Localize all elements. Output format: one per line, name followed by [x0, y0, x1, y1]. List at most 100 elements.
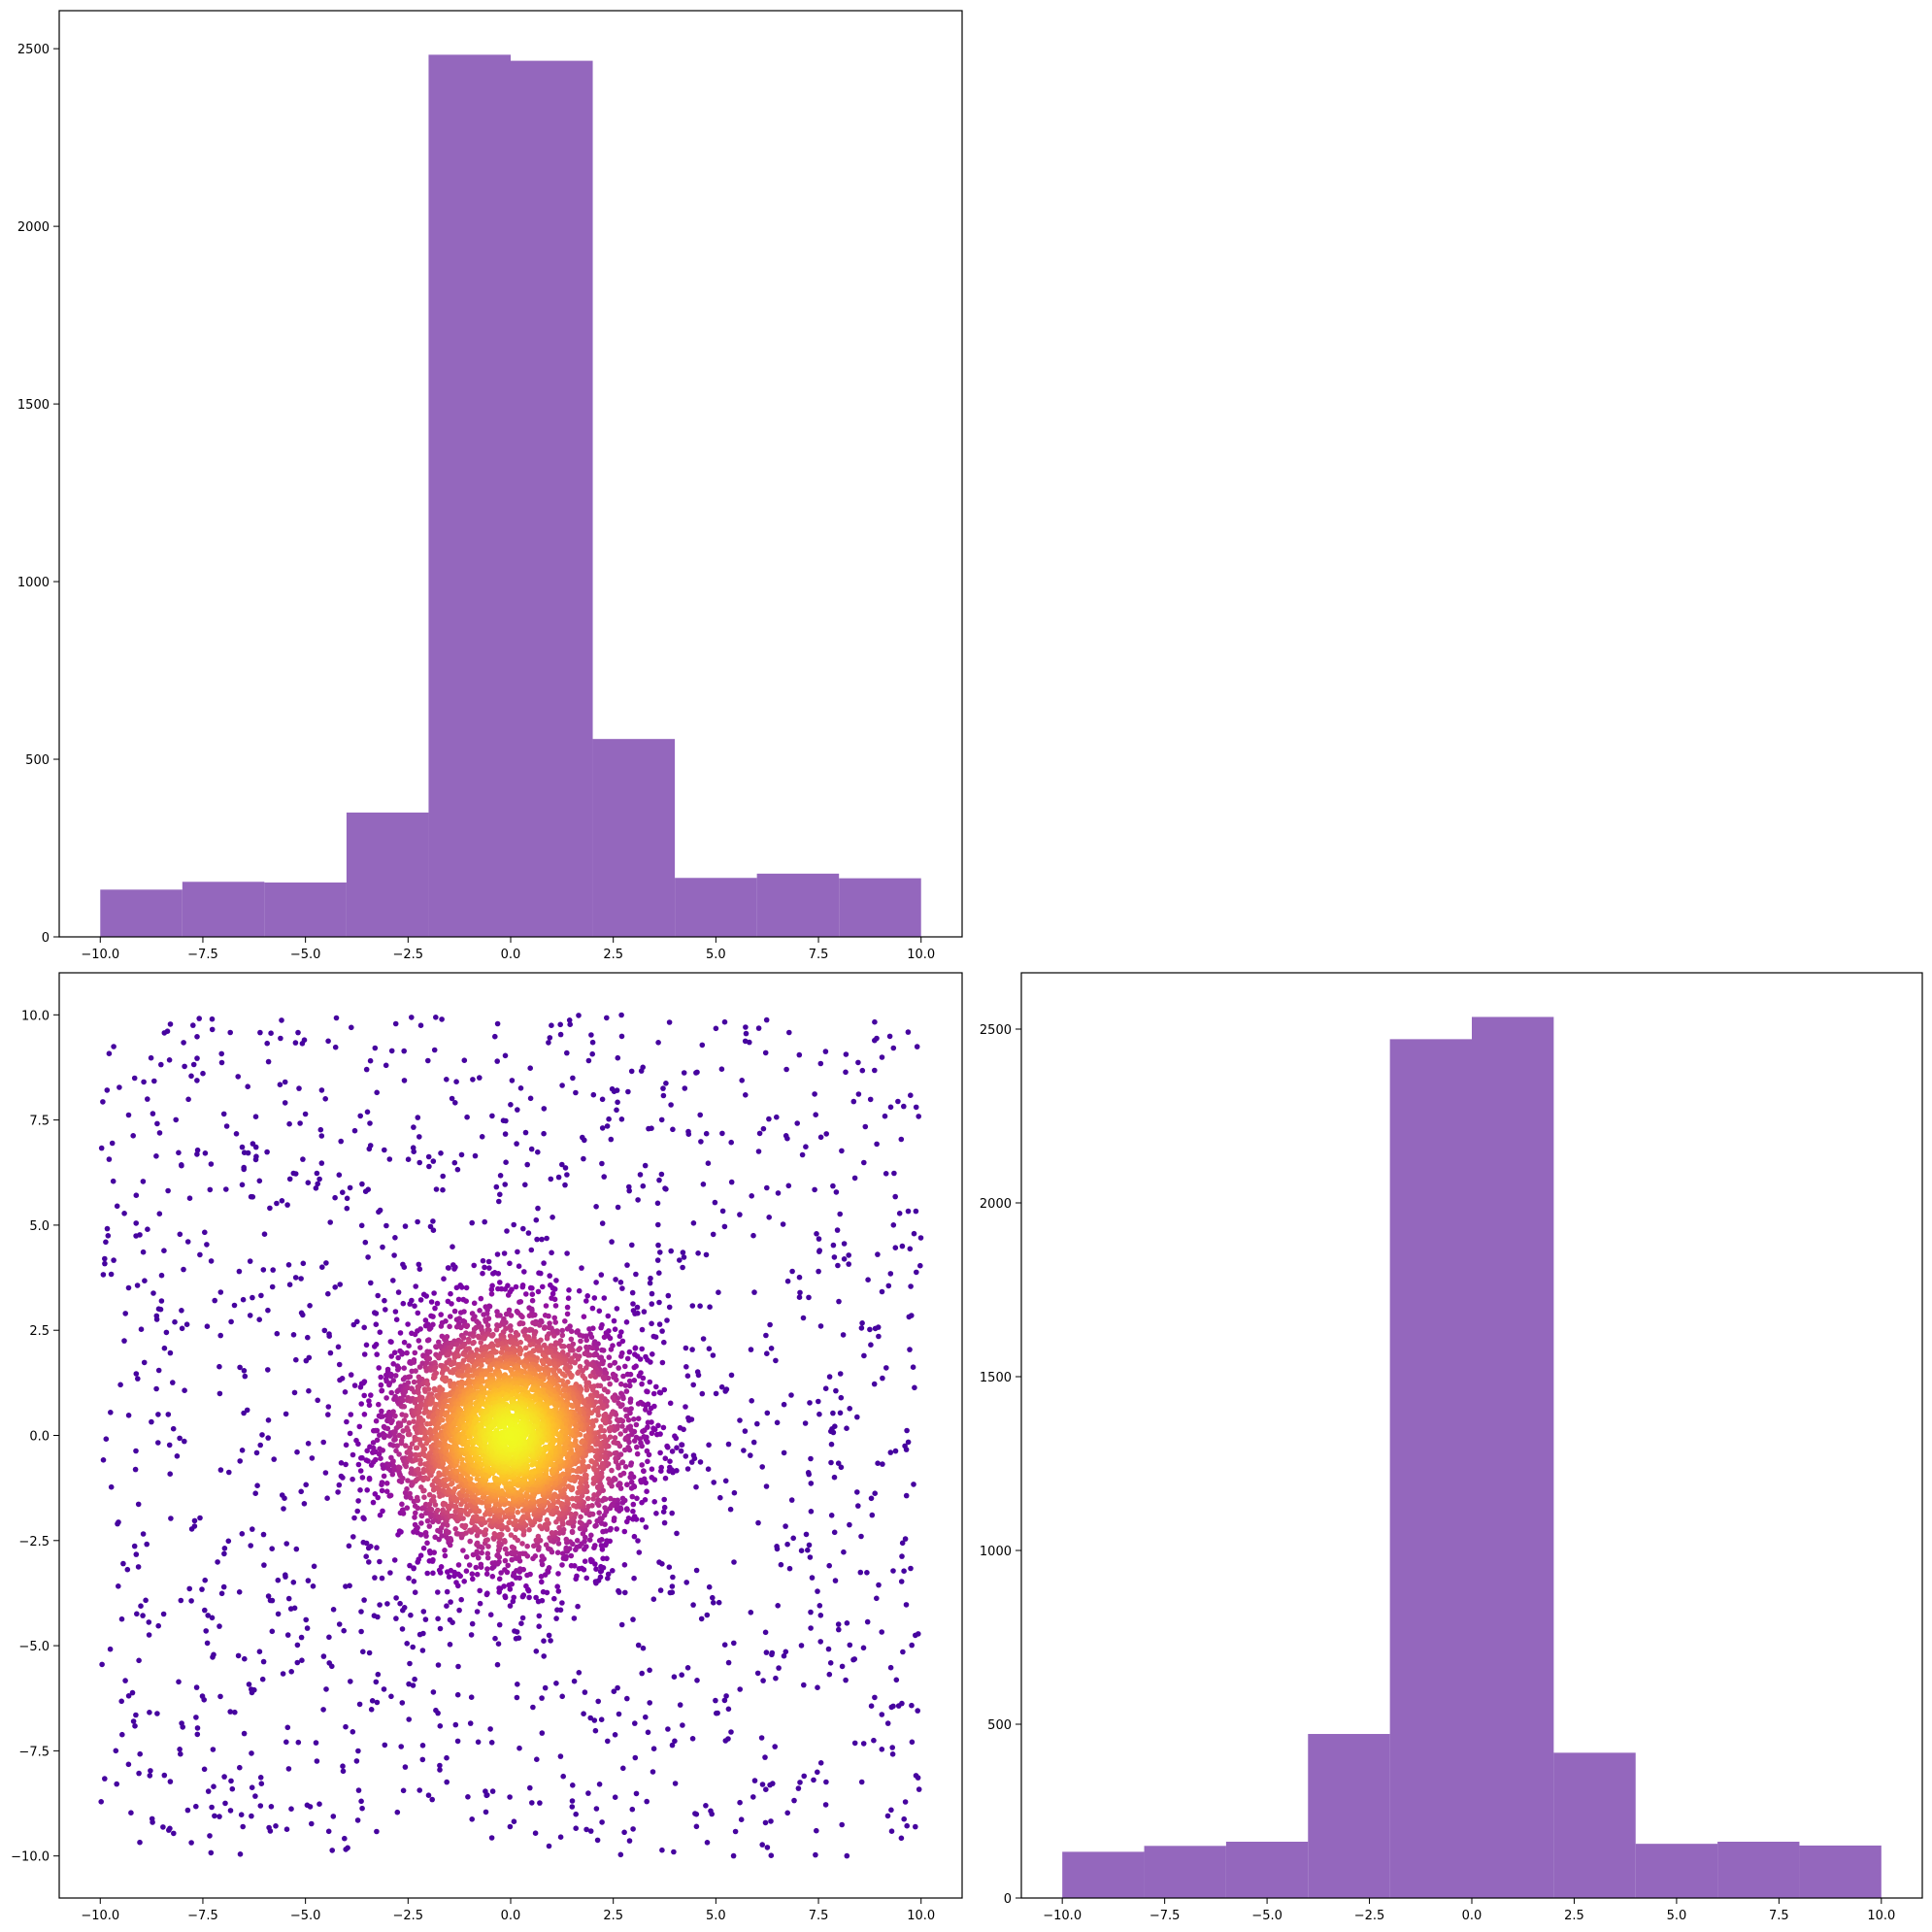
scatter-point [404, 1485, 410, 1492]
scatter-point [424, 1517, 431, 1524]
scatter-point [796, 1051, 803, 1058]
scatter-point [458, 1284, 465, 1290]
scatter-point [424, 1570, 431, 1577]
scatter-point [250, 1526, 255, 1532]
scatter-point [480, 1379, 486, 1384]
scatter-point [667, 1400, 674, 1407]
scatter-point [412, 1521, 418, 1528]
scatter-point [378, 1374, 384, 1381]
scatter-point [535, 1205, 541, 1212]
scatter-point [588, 1032, 594, 1038]
scatter-point [739, 1078, 745, 1083]
scatter-point [439, 1533, 446, 1539]
scatter-point [499, 1487, 505, 1494]
scatter-point [305, 1441, 312, 1447]
scatter-point [589, 1050, 595, 1057]
scatter-point [374, 1351, 381, 1357]
scatter-point [915, 1708, 920, 1714]
scatter-point [411, 1565, 416, 1571]
scatter-point [288, 1806, 294, 1812]
scatter-point [298, 1276, 304, 1282]
scatter-point [542, 1684, 549, 1691]
scatter-point [584, 1495, 591, 1502]
scatter-point [808, 1509, 815, 1515]
scatter-point [188, 1073, 194, 1080]
scatter-point [421, 1494, 427, 1500]
scatter-point [155, 1367, 162, 1374]
scatter-point [176, 1679, 182, 1685]
scatter-point [512, 1372, 517, 1378]
scatter-point [790, 1535, 796, 1542]
scatter-point [901, 1568, 907, 1574]
scatter-point [601, 1174, 607, 1180]
scatter-point [546, 1324, 552, 1331]
scatter-point [583, 1480, 589, 1485]
scatter-point [588, 1458, 594, 1464]
scatter-point [716, 1599, 722, 1606]
scatter-point [508, 1313, 515, 1318]
scatter-point [666, 1019, 673, 1025]
scatter-point [249, 1750, 254, 1756]
scatter-point [417, 1345, 423, 1350]
scatter-point [529, 1291, 536, 1297]
scatter-point [555, 1571, 561, 1577]
scatter-point [843, 1051, 849, 1057]
scatter-point [539, 1579, 545, 1585]
scatter-point [261, 1562, 267, 1568]
scatter-point [314, 1758, 320, 1764]
scatter-point [886, 1033, 893, 1040]
scatter-point [117, 1084, 122, 1090]
scatter-point [381, 1686, 387, 1692]
scatter-point [406, 1419, 413, 1426]
scatter-point [435, 1662, 442, 1668]
scatter-point [317, 1126, 324, 1133]
scatter-point [631, 1378, 638, 1383]
scatter-point [550, 1290, 556, 1297]
scatter-point [418, 1513, 425, 1519]
scatter-point [444, 1588, 450, 1595]
scatter-point [857, 1569, 864, 1576]
scatter-point [100, 1457, 107, 1463]
scatter-point [635, 1642, 642, 1649]
scatter-point [816, 1398, 821, 1405]
scatter-point [340, 1475, 346, 1481]
scatter-point [292, 1171, 299, 1177]
scatter-point [812, 1091, 817, 1097]
scatter-point [304, 1625, 311, 1631]
scatter-point [420, 1630, 426, 1637]
scatter-point [390, 1361, 397, 1367]
scatter-point [191, 1517, 198, 1524]
scatter-point [246, 1682, 252, 1687]
scatter-point [630, 1301, 636, 1307]
scatter-point [368, 1544, 374, 1549]
scatter-point [876, 1333, 882, 1340]
scatter-point [525, 1230, 532, 1236]
scatter-point [440, 1507, 447, 1514]
scatter-point [122, 1311, 128, 1316]
scatter-point [650, 1746, 657, 1751]
scatter-point [879, 1054, 885, 1060]
scatter-point [245, 1149, 251, 1156]
scatter-point [496, 1559, 502, 1565]
scatter-point [830, 1410, 836, 1416]
scatter-point [395, 1354, 402, 1361]
scatter-point [522, 1182, 528, 1188]
scatter-point [619, 1500, 626, 1506]
scatter-point [822, 1802, 829, 1808]
scatter-point [154, 1120, 160, 1127]
scatter-point [789, 1268, 795, 1275]
scatter-point [712, 1199, 718, 1206]
scatter-point [618, 1329, 624, 1335]
scatter-point [513, 1517, 518, 1524]
scatter-point [639, 1499, 645, 1506]
scatter-point [527, 1571, 533, 1578]
scatter-point [755, 1025, 762, 1031]
scatter-point [194, 1055, 200, 1061]
scatter-point [412, 1515, 417, 1520]
scatter-point [372, 1045, 379, 1051]
scatter-point [209, 1615, 216, 1621]
scatter-point [407, 1301, 414, 1307]
scatter-point [218, 1050, 224, 1057]
scatter-point [617, 1431, 623, 1437]
scatter-point [768, 1346, 775, 1351]
